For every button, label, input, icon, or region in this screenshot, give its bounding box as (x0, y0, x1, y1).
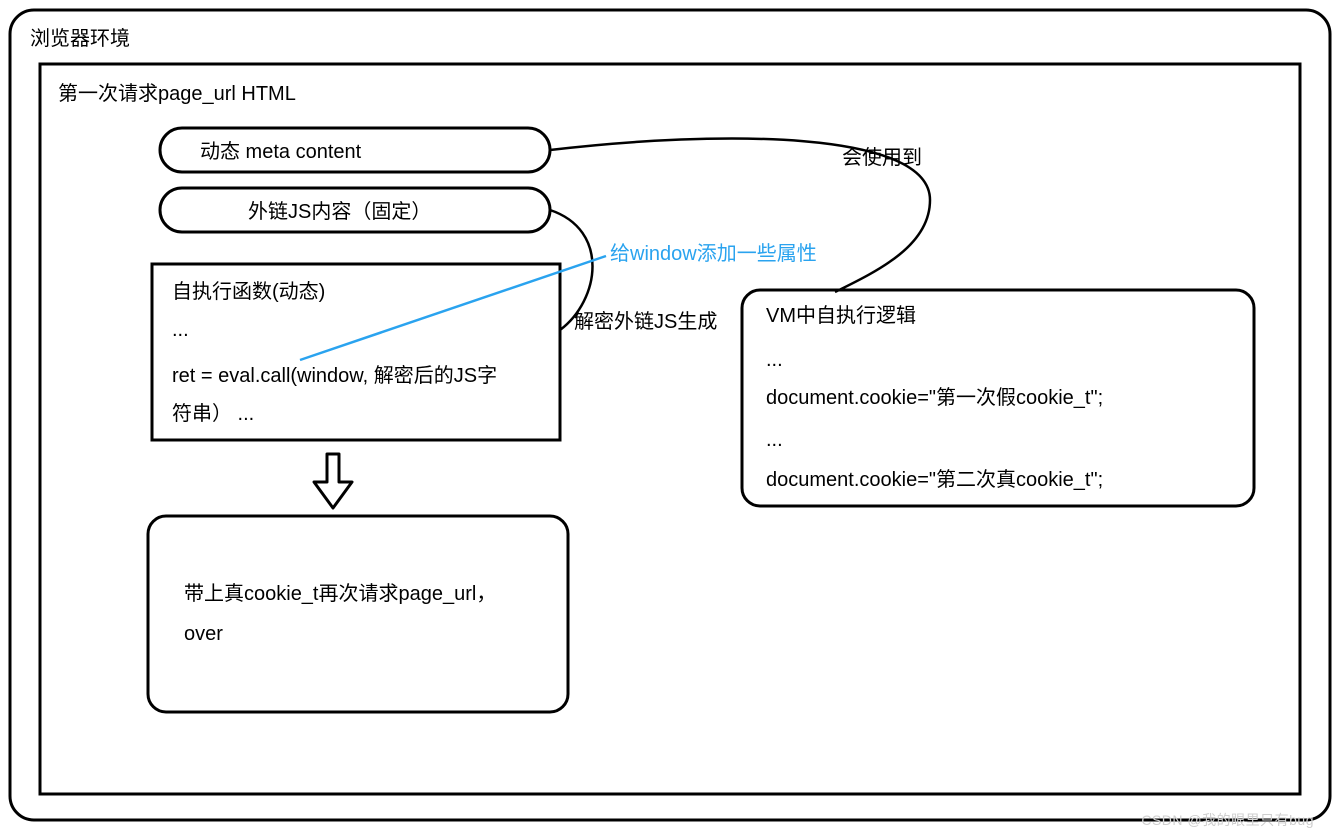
self-exec-header: 自执行函数(动态) (172, 280, 325, 303)
vm-line3: ... (766, 429, 783, 451)
edge-use-label: 会使用到 (842, 146, 922, 169)
edge-decrypt-label: 解密外链JS生成 (574, 310, 717, 333)
edge-window-label: 给window添加一些属性 (610, 242, 817, 265)
pill-meta-label: 动态 meta content (200, 140, 362, 163)
outer-title: 浏览器环境 (30, 27, 130, 50)
inner-title: 第一次请求page_url HTML (58, 82, 296, 105)
diagram-stage: 浏览器环境 第一次请求page_url HTML 动态 meta content… (0, 0, 1344, 840)
final-box (148, 516, 568, 712)
self-exec-line2a: ret = eval.call(window, 解密后的JS字 (172, 364, 497, 387)
watermark-text: CSDN @我的眼里只有bug (1141, 810, 1314, 830)
vm-title: VM中自执行逻辑 (766, 304, 916, 327)
self-exec-line1: ... (172, 319, 189, 341)
vm-line2: document.cookie="第一次假cookie_t"; (766, 386, 1103, 409)
final-line1: 带上真cookie_t再次请求page_url， (184, 582, 496, 605)
vm-line4: document.cookie="第二次真cookie_t"; (766, 468, 1103, 491)
pill-external-js-label: 外链JS内容（固定） (248, 200, 431, 223)
arrow-down-icon (314, 454, 352, 508)
vm-line1: ... (766, 349, 783, 371)
final-line2: over (184, 623, 223, 645)
self-exec-line2b: 符串） ... (172, 402, 254, 425)
flow-diagram-svg: 浏览器环境 第一次请求page_url HTML 动态 meta content… (0, 0, 1344, 840)
